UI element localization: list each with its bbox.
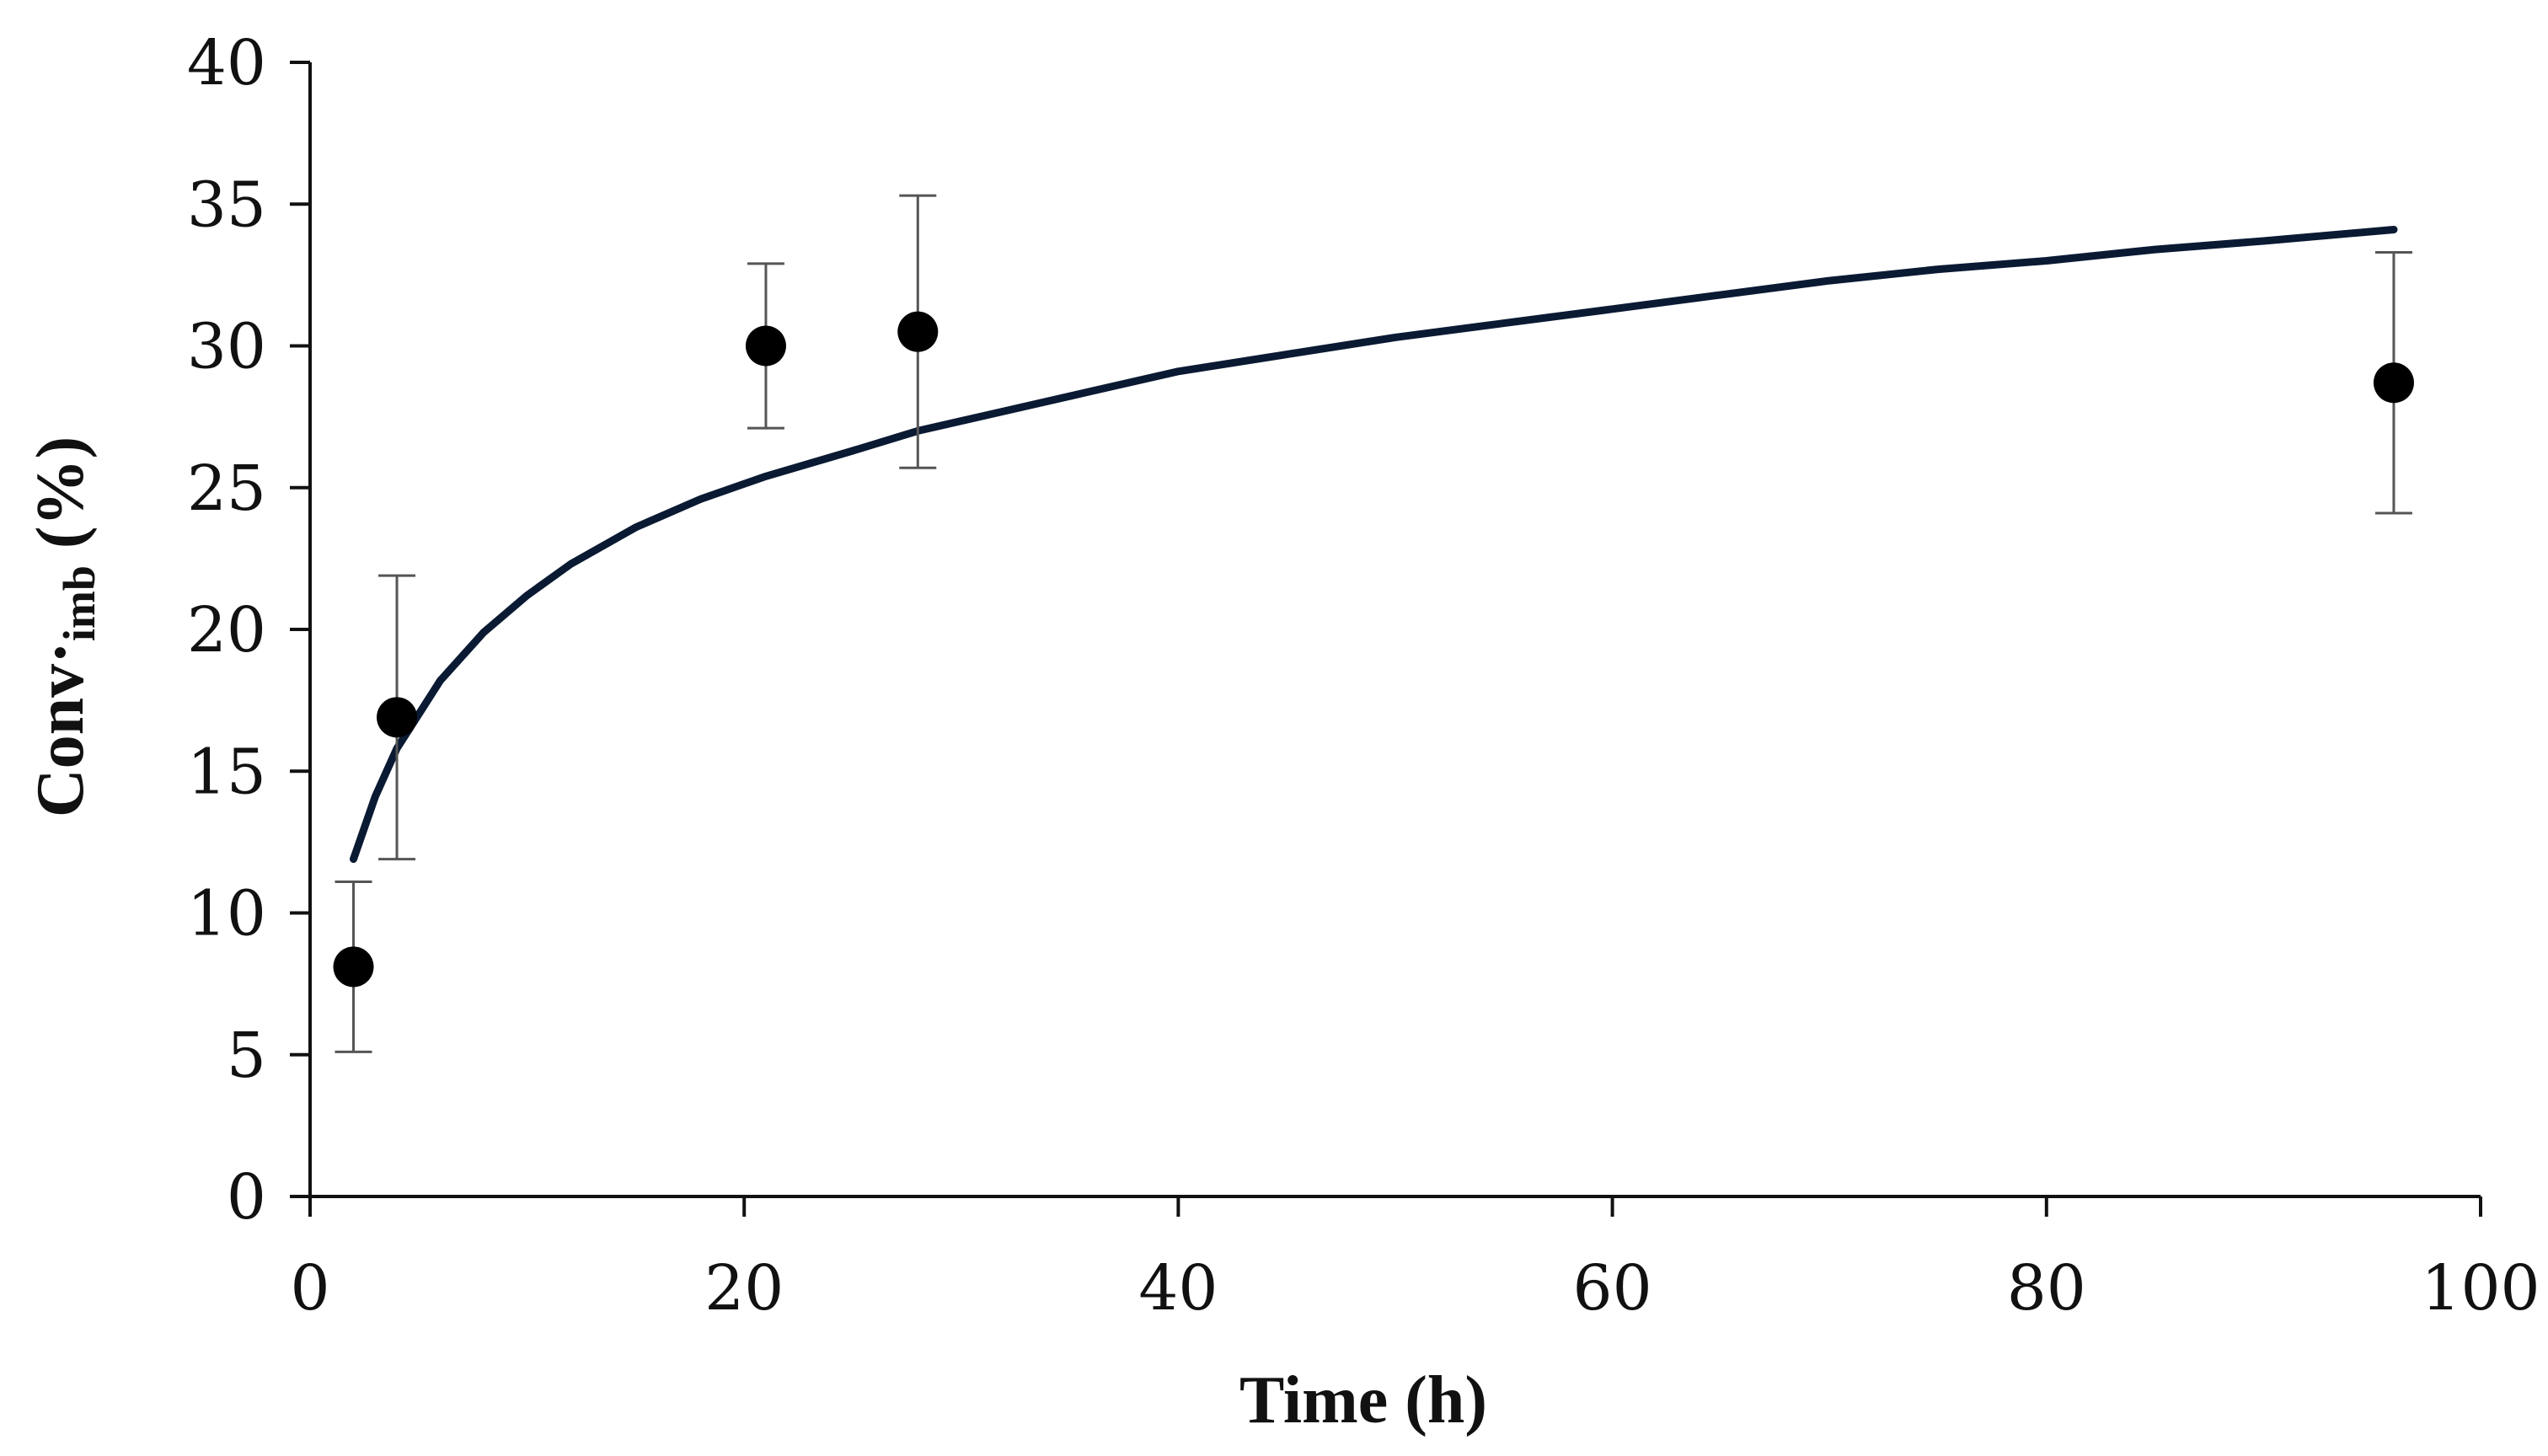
fit-curve-layer <box>350 226 2398 864</box>
y-axis-title-suffix: (%) <box>24 436 98 565</box>
y-tick-label: 40 <box>187 27 266 99</box>
y-axis-title: Conv·imb (%) <box>24 436 104 817</box>
x-tick-label: 100 <box>2421 1252 2540 1325</box>
y-tick-label: 10 <box>187 878 266 950</box>
x-tick-label: 40 <box>1138 1252 1218 1325</box>
y-axis-title-dot: · <box>24 641 98 664</box>
x-tick-label: 0 <box>290 1252 329 1325</box>
y-tick-label: 5 <box>227 1020 266 1092</box>
fit-curve-line <box>350 226 2398 864</box>
y-axis-title-main: Conv <box>24 664 98 817</box>
error-bars <box>335 194 2412 1053</box>
y-axis-title-subscript: imb <box>54 565 104 641</box>
axis-ticks: 0 5 10 15 20 25 30 35 40 0 20 40 60 80 100 <box>187 27 2540 1325</box>
y-tick-label: 35 <box>187 169 266 241</box>
x-axis-title: Time (h) <box>1239 1363 1487 1437</box>
data-point <box>745 325 786 367</box>
y-tick-label: 20 <box>187 594 266 666</box>
x-tick-label: 80 <box>2007 1252 2086 1325</box>
x-tick-label: 60 <box>1573 1252 1652 1325</box>
data-point <box>377 697 418 738</box>
y-tick-label: 15 <box>187 736 266 808</box>
x-tick-label: 20 <box>704 1252 784 1325</box>
data-points <box>333 311 2414 988</box>
data-point <box>2373 362 2414 404</box>
y-tick-label: 25 <box>187 452 266 525</box>
data-point <box>897 311 939 352</box>
data-point <box>333 946 374 988</box>
y-tick-label: 0 <box>227 1161 266 1234</box>
y-tick-label: 30 <box>187 311 266 383</box>
axes <box>308 62 2481 1198</box>
